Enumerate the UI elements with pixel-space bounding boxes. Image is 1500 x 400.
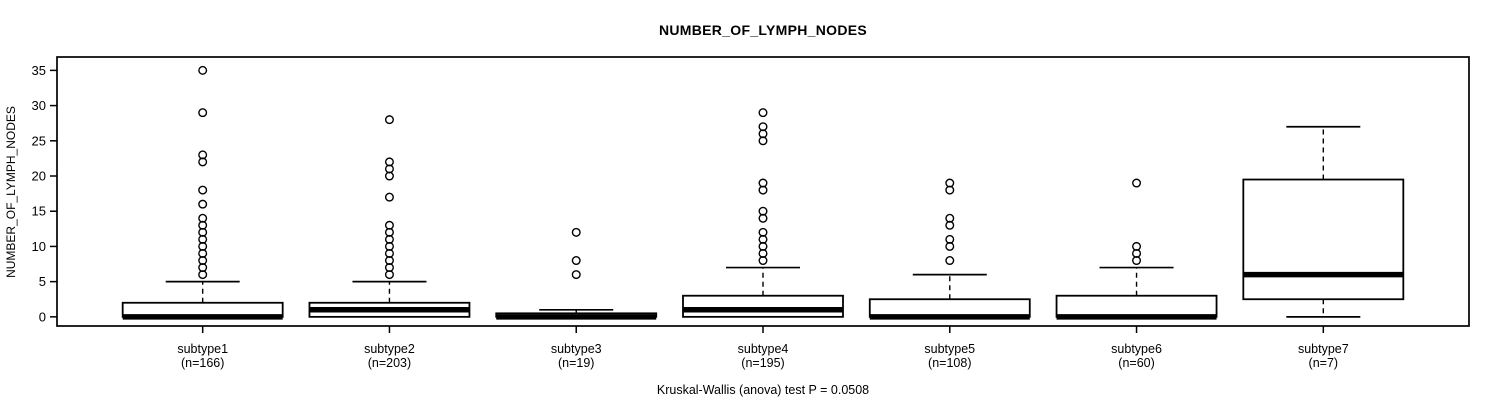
y-tick-label: 5: [39, 274, 46, 289]
x-axis-group-count: (n=60): [1118, 356, 1154, 370]
y-tick-label: 20: [32, 169, 46, 184]
boxplot-subtype2: subtype2(n=203): [308, 115, 471, 370]
boxplot-subtype7: subtype7(n=7): [1242, 125, 1405, 370]
outlier-point: [384, 115, 394, 125]
y-tick-label: 10: [32, 239, 46, 254]
outlier-point: [384, 192, 394, 202]
x-axis-group-label: subtype6: [1111, 342, 1162, 356]
iqr-box: [1055, 294, 1218, 318]
boxplot-subtype4: subtype4(n=195): [682, 108, 844, 370]
outlier-point: [571, 256, 581, 266]
outlier-point: [198, 185, 208, 195]
outlier-point: [1132, 178, 1142, 188]
boxplot-subtype5: subtype5(n=108): [868, 178, 1031, 370]
outlier-point: [758, 122, 768, 132]
x-axis-group-count: (n=195): [741, 356, 784, 370]
outlier-point: [1132, 241, 1142, 251]
outlier-point: [198, 108, 208, 118]
y-tick-label: 15: [32, 204, 46, 219]
kruskal-wallis-note: Kruskal-Wallis (anova) test P = 0.0508: [656, 383, 870, 397]
outlier-point: [945, 178, 955, 188]
outlier-point: [571, 270, 581, 280]
x-axis-group-label: subtype1: [177, 342, 228, 356]
x-axis-group-count: (n=203): [368, 356, 411, 370]
outlier-point: [198, 213, 208, 223]
iqr-box: [1242, 178, 1405, 301]
x-axis-group-label: subtype5: [924, 342, 975, 356]
boxplot-subtype3: subtype3(n=19): [495, 227, 658, 370]
x-axis-group-count: (n=108): [928, 356, 971, 370]
boxplot-subtype6: subtype6(n=60): [1055, 178, 1218, 370]
y-tick-label: 0: [39, 309, 46, 324]
y-axis-title: NUMBER_OF_LYMPH_NODES: [4, 106, 18, 278]
y-tick-label: 35: [32, 63, 46, 78]
x-axis-group-label: subtype2: [364, 342, 415, 356]
outlier-point: [198, 65, 208, 75]
iqr-box: [682, 294, 844, 318]
outlier-point: [198, 199, 208, 209]
boxplot-subtype1: subtype1(n=166): [121, 65, 284, 370]
y-tick-label: 30: [32, 98, 46, 113]
outlier-point: [945, 256, 955, 266]
outlier-point: [945, 234, 955, 244]
outlier-point: [384, 220, 394, 230]
x-axis-group-label: subtype7: [1298, 342, 1349, 356]
outlier-point: [945, 213, 955, 223]
y-tick-label: 25: [32, 133, 46, 148]
outlier-point: [758, 206, 768, 216]
x-axis-group-label: subtype4: [738, 342, 789, 356]
outlier-point: [571, 227, 581, 237]
x-axis-group-label: subtype3: [551, 342, 602, 356]
x-axis-group-count: (n=19): [558, 356, 594, 370]
chart-title: NUMBER_OF_LYMPH_NODES: [658, 22, 868, 38]
outlier-point: [758, 108, 768, 118]
x-axis-group-count: (n=166): [181, 356, 224, 370]
outlier-point: [758, 227, 768, 237]
outlier-point: [384, 157, 394, 167]
x-axis-group-count: (n=7): [1309, 356, 1339, 370]
outlier-point: [198, 150, 208, 160]
outlier-point: [758, 178, 768, 188]
